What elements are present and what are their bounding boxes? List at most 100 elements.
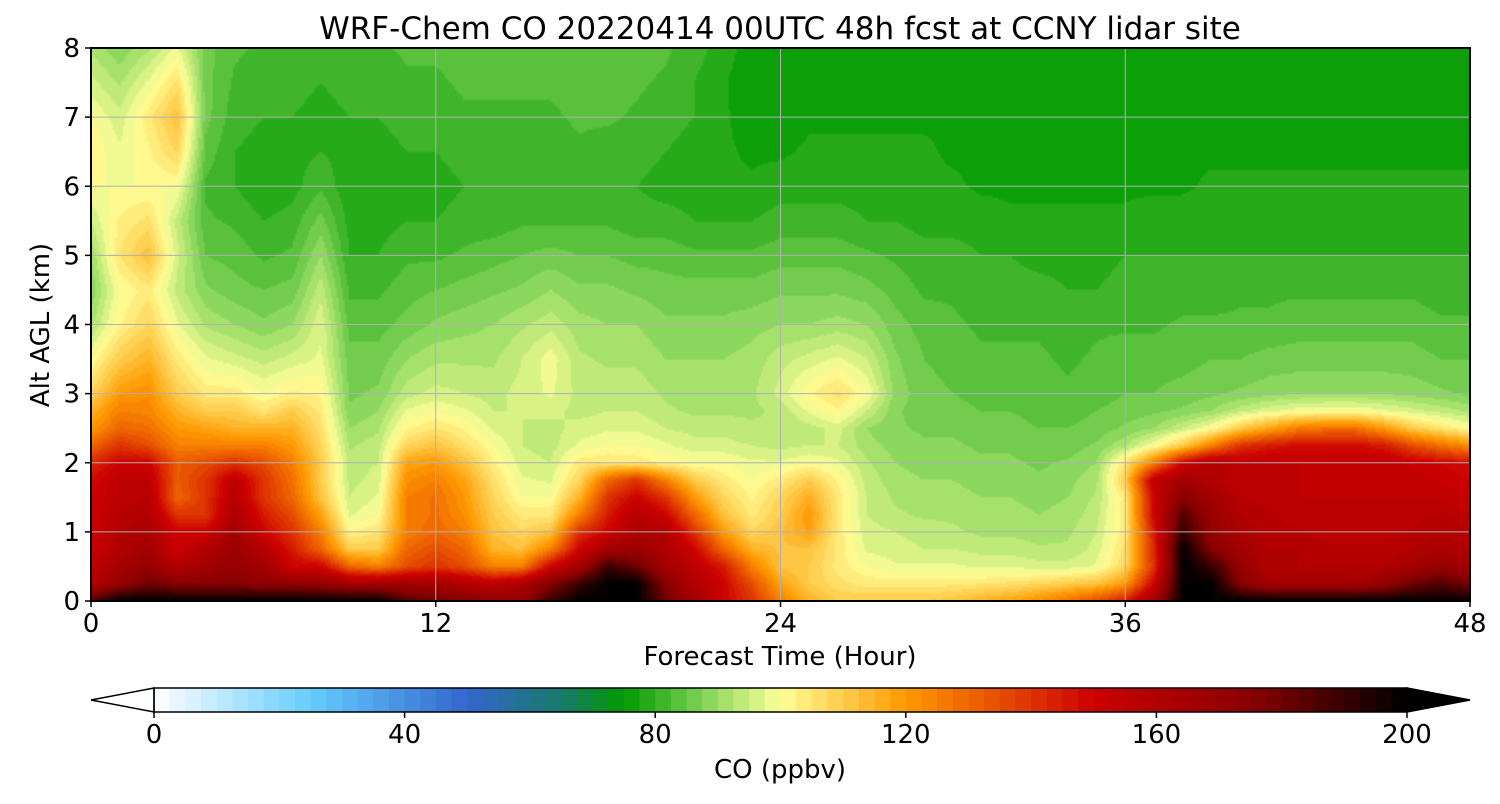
- colorbar-cell: [514, 688, 531, 712]
- colorbar-cell: [937, 688, 954, 712]
- colorbar-cell: [827, 688, 844, 712]
- x-axis: 0 12 24 36 48: [83, 601, 1487, 639]
- colorbar-cell: [780, 688, 797, 712]
- colorbar-ticks: 0 40 80 120 160 200: [146, 712, 1432, 750]
- colorbar-cell: [623, 688, 641, 712]
- colorbar-cells: [154, 688, 1408, 712]
- y-axis: 0 1 2 3 4 5 6 7 8: [63, 34, 91, 617]
- colorbar-cell: [764, 688, 782, 712]
- y-tick-label: 3: [63, 380, 80, 410]
- colorbar-cell: [341, 688, 359, 712]
- colorbar-label: CO (ppbv): [714, 755, 846, 785]
- x-tick-label: 12: [419, 609, 452, 639]
- colorbar-min-extend: [90, 687, 155, 713]
- colorbar-cell: [733, 688, 750, 712]
- colorbar-cell: [1046, 688, 1064, 712]
- colorbar-cell: [420, 688, 437, 712]
- x-tick-label: 24: [764, 609, 797, 639]
- colorbar-cell: [185, 688, 202, 712]
- colorbar-cell: [154, 688, 171, 712]
- colorbar-cell: [717, 688, 735, 712]
- colorbar-cell: [404, 688, 421, 712]
- colorbar-cell: [279, 688, 296, 712]
- colorbar-cell: [294, 688, 312, 712]
- colorbar-cell: [200, 688, 218, 712]
- colorbar-cell: [984, 688, 1001, 712]
- colorbar-cell: [655, 688, 672, 712]
- colorbar-cell: [1391, 688, 1408, 712]
- y-tick-label: 6: [63, 172, 80, 202]
- y-tick-label: 4: [63, 311, 80, 341]
- grid-lines: [91, 48, 1470, 601]
- y-tick-label: 8: [63, 34, 80, 64]
- colorbar-tick-label: 200: [1382, 720, 1432, 750]
- colorbar-cell: [796, 688, 813, 712]
- colorbar-cell: [1297, 688, 1314, 712]
- colorbar-cell: [999, 688, 1017, 712]
- colorbar-cell: [576, 688, 594, 712]
- colorbar-frame: [153, 687, 1408, 713]
- colorbar-cell: [1187, 688, 1204, 712]
- colorbar-cell: [1344, 688, 1361, 712]
- colorbar-cell: [1250, 688, 1267, 712]
- colorbar-cell: [686, 688, 703, 712]
- y-axis-label: Alt AGL (km): [26, 243, 56, 407]
- colorbar-cell: [1281, 688, 1298, 712]
- colorbar-cell: [1031, 688, 1048, 712]
- y-tick-label: 0: [63, 587, 80, 617]
- colorbar-cell: [905, 688, 923, 712]
- colorbar-cell: [890, 688, 907, 712]
- colorbar-cell: [498, 688, 515, 712]
- colorbar-cell: [216, 688, 233, 712]
- colorbar-cell: [451, 688, 468, 712]
- colorbar-cell: [968, 688, 985, 712]
- colorbar-tick-label: 40: [388, 720, 421, 750]
- colorbar-cell: [357, 688, 374, 712]
- colorbar-cell: [811, 688, 829, 712]
- colorbar-cell: [874, 688, 891, 712]
- colorbar-cell: [561, 688, 578, 712]
- colorbar-cell: [749, 688, 766, 712]
- colorbar-cell: [702, 688, 719, 712]
- colorbar: 0 40 80 120 160 200 CO (ppbv): [90, 687, 1471, 785]
- colorbar-cell: [952, 688, 970, 712]
- colorbar-cell: [1015, 688, 1032, 712]
- colorbar-cell: [1266, 688, 1283, 712]
- colorbar-cell: [310, 688, 327, 712]
- y-tick-label: 2: [63, 449, 80, 479]
- colorbar-cell: [326, 688, 343, 712]
- colorbar-cell: [435, 688, 453, 712]
- colorbar-cell: [1172, 688, 1189, 712]
- y-tick-label: 5: [63, 241, 80, 271]
- colorbar-tick-label: 80: [639, 720, 672, 750]
- colorbar-cell: [169, 688, 186, 712]
- colorbar-cell: [1078, 688, 1095, 712]
- colorbar-cell: [639, 688, 656, 712]
- colorbar-cell: [467, 688, 484, 712]
- colorbar-cell: [1328, 688, 1345, 712]
- colorbar-cell: [263, 688, 280, 712]
- colorbar-cell: [670, 688, 688, 712]
- colorbar-max-extend: [1406, 687, 1471, 713]
- colorbar-cell: [545, 688, 562, 712]
- colorbar-cell: [1360, 688, 1377, 712]
- x-tick-label: 0: [83, 609, 100, 639]
- y-tick-label: 1: [63, 518, 80, 548]
- colorbar-cell: [1125, 688, 1142, 712]
- colorbar-tick-label: 160: [1132, 720, 1182, 750]
- colorbar-cell: [1375, 688, 1392, 712]
- colorbar-cell: [1203, 688, 1220, 712]
- colorbar-cell: [1109, 688, 1126, 712]
- colorbar-cell: [858, 688, 876, 712]
- colorbar-cell: [529, 688, 547, 712]
- x-axis-label: Forecast Time (Hour): [643, 642, 916, 672]
- y-tick-label: 7: [63, 103, 80, 133]
- colorbar-cell: [232, 688, 249, 712]
- colorbar-cell: [592, 688, 609, 712]
- colorbar-cell: [1093, 688, 1111, 712]
- colorbar-cell: [1156, 688, 1173, 712]
- colorbar-cell: [1140, 688, 1157, 712]
- colorbar-cell: [388, 688, 406, 712]
- chart-title: WRF-Chem CO 20220414 00UTC 48h fcst at C…: [319, 11, 1241, 47]
- colorbar-cell: [373, 688, 390, 712]
